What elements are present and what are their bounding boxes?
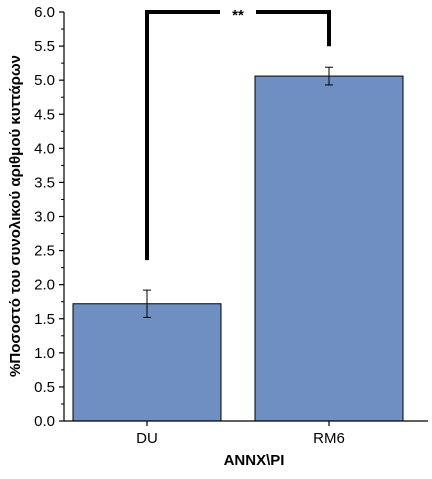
y-tick-label: 5.5 (34, 38, 55, 55)
x-axis-title: ANNX\PI (224, 452, 285, 469)
y-tick-label: 5.0 (34, 72, 55, 89)
y-tick-label: 1.5 (34, 311, 55, 328)
y-ticks-layer: 0.0 0.5 1.0 1.5 2.0 2.5 3.0 3.5 4.0 4.5 5.0 5.5 6.0 (34, 4, 64, 430)
y-tick-label: 1.0 (34, 345, 55, 362)
y-tick-label: 0.0 (34, 413, 55, 430)
y-tick-label: 3.5 (34, 174, 55, 191)
y-tick-label: 2.5 (34, 243, 55, 260)
x-category-layer: DU RM6 (136, 421, 345, 447)
bars-layer (72, 75, 404, 422)
y-tick-label: 4.0 (34, 140, 55, 157)
y-tick-label: 6.0 (34, 4, 55, 21)
bar-rm6 (254, 75, 404, 422)
y-tick-label: 4.5 (34, 106, 55, 123)
bar-du (72, 303, 222, 422)
y-axis-title: %Ποσοστό του συνολικού αριθμού κυττάρων (7, 55, 24, 377)
error-bars-layer (143, 66, 333, 318)
significance-label-bg (220, 5, 256, 19)
y-tick-label: 3.0 (34, 209, 55, 226)
significance-label: ** (232, 7, 244, 24)
x-tick-label: RM6 (313, 430, 345, 447)
x-tick-label: DU (136, 430, 158, 447)
y-tick-label: 0.5 (34, 379, 55, 396)
significance-bracket: ** (145, 5, 331, 261)
y-tick-label: 2.0 (34, 277, 55, 294)
